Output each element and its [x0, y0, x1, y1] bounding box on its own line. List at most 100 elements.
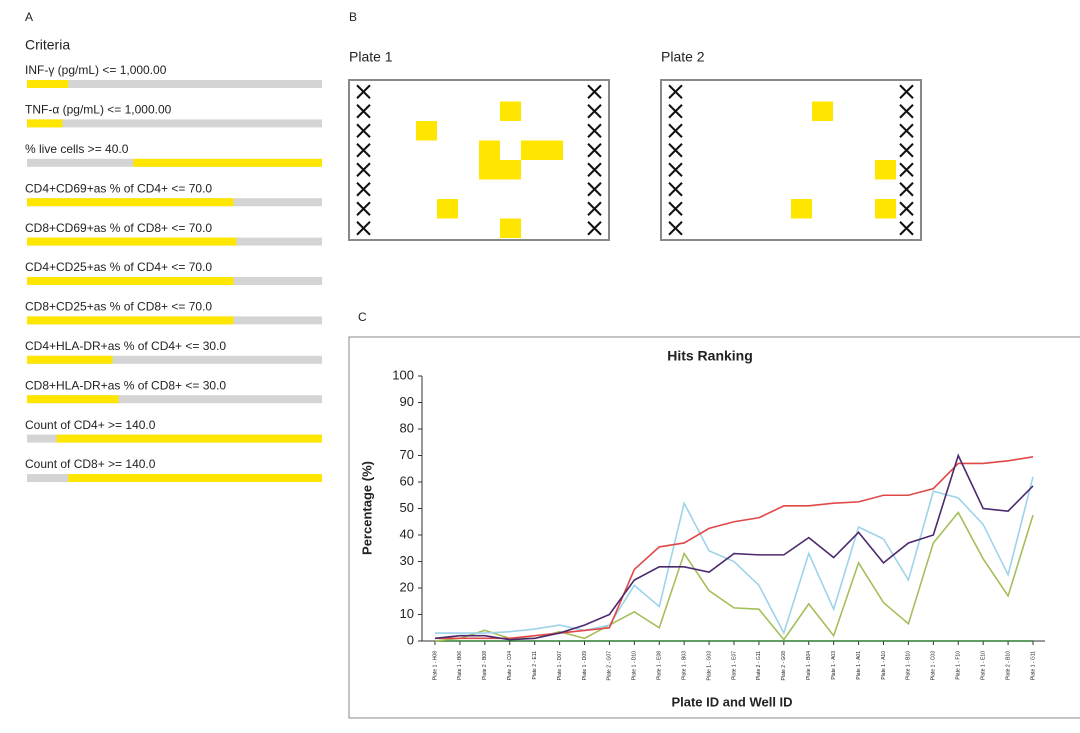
x-tick-label: Plate 1 - B10	[906, 651, 912, 680]
slider-range	[27, 355, 113, 364]
series-line	[435, 456, 1034, 640]
x-tick-label: Plate 1 - B06	[457, 651, 463, 680]
excluded-well	[668, 123, 683, 138]
x-axis-title: Plate ID and Well ID	[671, 694, 792, 709]
y-tick-label: 20	[400, 579, 414, 594]
y-tick-label: 30	[400, 553, 414, 568]
excluded-well	[899, 84, 914, 99]
excluded-well	[356, 201, 371, 216]
excluded-well	[899, 162, 914, 177]
excluded-well	[668, 84, 683, 99]
y-tick-label: 10	[400, 606, 414, 621]
slider-range	[68, 474, 322, 482]
series-line	[434, 453, 1034, 641]
slider-range	[27, 80, 69, 88]
x-tick-label: Plate 2 - C04	[507, 651, 513, 680]
y-tick-label: 70	[400, 447, 414, 462]
y-tick-label: 100	[392, 367, 414, 382]
criterion-label: CD8+CD69+as % of CD8+ <= 70.0	[25, 221, 212, 235]
excluded-well	[899, 143, 914, 158]
excluded-well	[356, 162, 371, 177]
slider-range	[27, 237, 237, 246]
slider-range	[27, 119, 63, 128]
excluded-well	[668, 221, 683, 236]
excluded-well	[587, 84, 602, 99]
slider-range	[133, 158, 322, 167]
excluded-well	[668, 201, 683, 216]
hit-well	[479, 140, 500, 160]
slider-range	[56, 434, 322, 443]
x-tick-label: Plate 1 - H08	[432, 651, 438, 680]
x-tick-label: Plate 2 - G11	[756, 651, 762, 680]
excluded-well	[668, 104, 683, 119]
excluded-well	[899, 182, 914, 197]
x-tick-label: Plate 1 - F10	[956, 651, 962, 680]
criterion-label: CD8+HLA-DR+as % of CD8+ <= 30.0	[25, 378, 226, 392]
x-tick-label: Plate 1 - A03	[831, 651, 837, 680]
y-tick-label: 50	[400, 500, 414, 515]
slider-track	[27, 119, 322, 128]
excluded-well	[899, 221, 914, 236]
excluded-well	[587, 104, 602, 119]
excluded-well	[356, 84, 371, 99]
x-tick-label: Plate 1 - E10	[980, 651, 986, 680]
x-tick-label: Plate 2 - E11	[532, 651, 538, 680]
excluded-well	[899, 201, 914, 216]
y-tick-label: 80	[400, 420, 414, 435]
x-tick-label: Plate 1 - B03	[681, 651, 687, 680]
criterion-label: Count of CD4+ >= 140.0	[25, 418, 156, 432]
excluded-well	[668, 143, 683, 158]
x-tick-label: Plate 1 - E07	[731, 651, 737, 680]
y-axis-title: Percentage (%)	[359, 461, 374, 555]
slider-track	[27, 395, 322, 404]
hit-well	[542, 140, 563, 160]
hit-well	[437, 199, 458, 219]
slider-range	[27, 395, 119, 404]
slider-track	[27, 80, 322, 88]
hit-well	[791, 199, 812, 219]
hit-well	[416, 121, 437, 141]
criterion-label: % live cells >= 40.0	[25, 142, 129, 156]
excluded-well	[587, 123, 602, 138]
chart-frame	[348, 336, 1080, 719]
excluded-well	[899, 123, 914, 138]
excluded-well	[356, 221, 371, 236]
criterion-label: INF-γ (pg/mL) <= 1,000.00	[25, 63, 167, 77]
excluded-well	[587, 182, 602, 197]
x-tick-label: Plate 1 - C03	[931, 651, 937, 680]
criterion-label: Count of CD8+ >= 140.0	[25, 457, 156, 471]
criterion-label: CD4+CD69+as % of CD4+ <= 70.0	[25, 181, 212, 195]
excluded-well	[356, 104, 371, 119]
series-line	[434, 511, 1034, 642]
slider-range	[27, 316, 234, 325]
x-tick-label: Plate 1 - A10	[881, 651, 887, 680]
excluded-well	[587, 162, 602, 177]
panel-label: C	[358, 310, 367, 324]
excluded-well	[899, 104, 914, 119]
criterion-label: CD8+CD25+as % of CD8+ <= 70.0	[25, 300, 212, 314]
excluded-well	[587, 221, 602, 236]
plate-title: Plate 2	[661, 49, 705, 65]
excluded-well	[356, 123, 371, 138]
x-tick-label: Plate 2 - G08	[781, 651, 787, 681]
excluded-well	[668, 182, 683, 197]
excluded-well	[356, 143, 371, 158]
x-tick-label: Plate 1 - D10	[632, 651, 638, 680]
criterion-label: TNF-α (pg/mL) <= 1,000.00	[25, 103, 172, 117]
y-tick-label: 40	[400, 526, 414, 541]
x-tick-label: Plate 1 - D09	[582, 651, 588, 680]
hit-well	[500, 160, 521, 180]
x-tick-label: Plate 1 - G03	[706, 651, 712, 681]
x-tick-label: Plate 1 - A01	[856, 651, 862, 680]
hit-well	[875, 160, 896, 180]
hit-well	[521, 140, 542, 160]
criterion-label: CD4+CD25+as % of CD4+ <= 70.0	[25, 260, 212, 274]
excluded-well	[587, 201, 602, 216]
slider-range	[27, 198, 234, 207]
x-tick-label: Plate 1 - G11	[1030, 651, 1036, 680]
panel-label: A	[25, 10, 33, 24]
hit-well	[500, 101, 521, 121]
hit-well	[875, 199, 896, 219]
x-tick-label: Plate 2 - B10	[1005, 651, 1011, 680]
